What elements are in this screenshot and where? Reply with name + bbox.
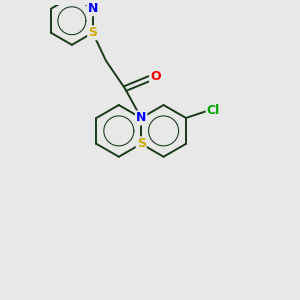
Text: N: N <box>88 2 98 15</box>
Text: S: S <box>137 137 146 150</box>
Text: N: N <box>136 112 146 124</box>
Text: O: O <box>150 70 160 83</box>
Text: Cl: Cl <box>207 104 220 117</box>
Text: S: S <box>88 26 97 39</box>
